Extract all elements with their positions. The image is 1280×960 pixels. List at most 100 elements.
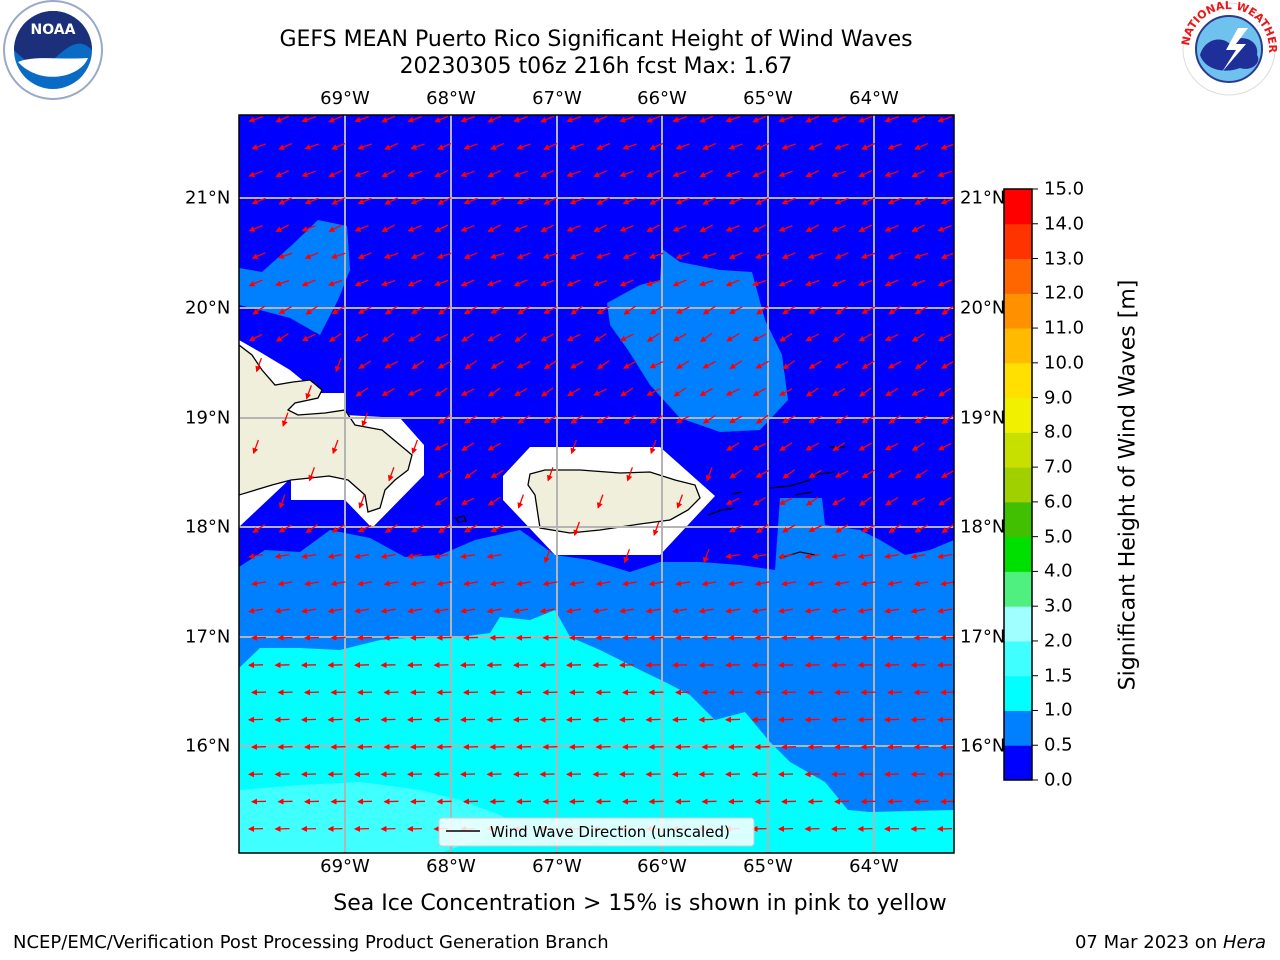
wind-wave-arrow <box>543 306 557 314</box>
wind-wave-arrow <box>914 524 928 533</box>
wind-wave-arrow <box>832 332 846 342</box>
wind-wave-arrow <box>460 553 476 560</box>
lat-label-left: 21°N <box>185 187 231 209</box>
wind-wave-arrow <box>328 115 343 123</box>
wind-wave-arrow <box>384 524 398 533</box>
wind-wave-arrow <box>646 170 661 178</box>
wind-wave-arrow <box>381 387 395 397</box>
wind-wave-arrow <box>248 224 263 232</box>
wind-wave-arrow <box>355 387 369 397</box>
wind-wave-arrow <box>649 305 663 315</box>
wind-wave-arrow <box>701 580 717 587</box>
lat-label-right: 18°N <box>960 516 1006 538</box>
wind-wave-arrow <box>861 197 876 205</box>
wind-wave-arrow <box>911 388 926 396</box>
wind-wave-arrow <box>832 497 846 506</box>
wind-wave-arrow <box>622 197 637 205</box>
wind-wave-arrow <box>941 305 954 315</box>
wind-wave-arrow <box>619 116 634 123</box>
wind-wave-arrow <box>835 415 849 424</box>
wind-wave-arrow <box>646 388 661 396</box>
wind-wave-arrow <box>914 142 929 150</box>
wind-wave-arrow <box>573 521 581 537</box>
wind-wave-arrow <box>858 442 872 451</box>
wind-wave-arrow <box>805 224 819 232</box>
wind-wave-arrow <box>857 279 873 287</box>
wind-wave-arrow <box>808 360 822 369</box>
wind-wave-arrow <box>387 467 395 482</box>
footer-date-text: 07 Mar 2023 on <box>1074 932 1223 953</box>
wind-wave-arrow <box>672 170 687 178</box>
wind-wave-arrow <box>384 197 399 205</box>
wind-wave-arrow <box>328 170 343 178</box>
wind-wave-arrow <box>305 385 313 400</box>
wind-wave-arrow <box>619 607 635 614</box>
wind-wave-arrow <box>778 553 794 560</box>
wind-wave-arrow <box>675 580 691 587</box>
wind-wave-arrow <box>357 252 372 260</box>
wind-wave-arrow <box>513 224 528 232</box>
wind-wave-arrow <box>251 197 266 205</box>
wind-wave-arrow <box>596 360 610 370</box>
colorbar-segment <box>1004 571 1032 607</box>
wind-wave-arrow <box>805 496 819 506</box>
wind-wave-arrow <box>755 142 770 150</box>
wind-wave-arrow <box>436 252 452 259</box>
wind-wave-arrow <box>252 305 266 315</box>
wind-wave-arrow <box>517 494 525 509</box>
lat-label-right: 16°N <box>960 735 1006 757</box>
wind-wave-arrow <box>487 442 502 451</box>
wind-wave-arrow <box>275 224 289 232</box>
wind-wave-arrow <box>623 414 637 424</box>
wind-wave-arrow <box>304 252 319 260</box>
wind-wave-arrow <box>437 523 451 534</box>
wind-wave-arrow <box>726 442 740 451</box>
wind-wave-arrow <box>252 524 266 533</box>
wind-wave-arrow <box>755 469 769 478</box>
wind-wave-arrow <box>410 580 426 587</box>
wind-wave-arrow <box>569 143 584 150</box>
wind-wave-arrow <box>940 143 954 150</box>
wind-wave-arrow <box>596 142 611 150</box>
wind-wave-arrow <box>490 197 505 205</box>
wind-wave-arrow <box>516 361 531 369</box>
colorbar-tick-label: 1.5 <box>1044 665 1073 687</box>
wind-wave-arrow <box>782 360 796 370</box>
wind-wave-arrow <box>277 252 293 259</box>
wind-wave-arrow <box>251 252 266 260</box>
wind-wave-arrow <box>596 306 610 315</box>
wind-wave-arrow <box>910 553 926 560</box>
wind-wave-arrow <box>778 224 793 232</box>
wind-wave-arrow <box>327 553 343 560</box>
wind-wave-arrow <box>358 360 372 369</box>
map-frame <box>238 114 955 854</box>
wind-wave-arrow <box>327 607 343 614</box>
wind-wave-arrow <box>355 333 369 342</box>
wind-wave-arrow <box>914 469 928 479</box>
wind-wave-arrow <box>805 115 820 123</box>
wind-wave-arrow <box>384 360 398 369</box>
wind-wave-arrow <box>331 197 346 205</box>
wind-wave-arrow <box>888 524 902 533</box>
wind-wave-arrow <box>835 524 849 533</box>
wind-wave-arrow <box>434 115 449 123</box>
wind-wave-arrow <box>248 607 264 614</box>
wind-wave-arrow <box>437 305 451 315</box>
lon-label-top: 68°W <box>426 88 476 109</box>
wind-wave-arrow <box>592 279 608 287</box>
wind-wave-arrow <box>937 224 952 232</box>
wind-wave-arrow <box>489 252 505 259</box>
wind-wave-arrow <box>539 607 555 614</box>
wind-wave-arrow <box>460 224 475 232</box>
wind-wave-arrow <box>729 360 743 370</box>
chart-title: GEFS MEAN Puerto Rico Significant Height… <box>279 27 913 52</box>
wind-wave-arrow <box>702 414 716 424</box>
wind-wave-arrow <box>490 524 505 533</box>
wind-wave-arrow <box>460 497 475 505</box>
wind-wave-arrow <box>487 115 502 123</box>
wind-wave-arrow <box>832 442 846 452</box>
wind-wave-arrow <box>887 143 902 150</box>
colorbar-segment <box>1004 189 1032 225</box>
wind-wave-arrow <box>619 170 634 178</box>
